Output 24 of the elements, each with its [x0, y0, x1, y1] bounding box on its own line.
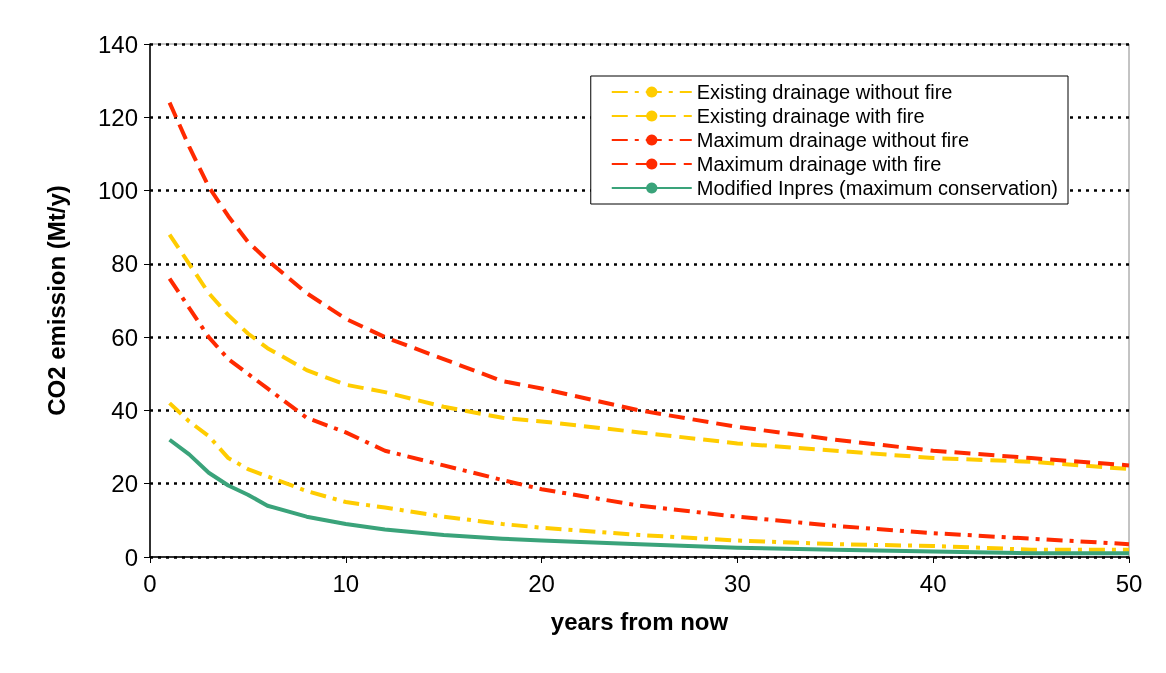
y-tick-label: 60 — [111, 323, 138, 351]
y-tick-label: 140 — [97, 30, 138, 58]
y-tick-label: 40 — [111, 396, 138, 424]
legend-label: Existing drainage with fire — [696, 105, 925, 127]
y-tick-label: 0 — [124, 543, 138, 571]
legend-label: Existing drainage without fire — [696, 81, 953, 103]
x-tick-label: 30 — [724, 569, 751, 597]
x-tick-label: 10 — [332, 569, 360, 597]
y-tick-label: 100 — [97, 177, 138, 205]
y-tick-label: 20 — [111, 470, 138, 498]
y-axis-title: CO2 emission (Mt/y) — [42, 185, 70, 416]
line-series — [167, 276, 1131, 547]
x-tick-label: 50 — [1115, 569, 1143, 597]
line-series — [167, 437, 1131, 556]
legend-label: Maximum drainage with fire — [696, 153, 942, 175]
y-tick-label: 120 — [97, 103, 138, 131]
x-tick-label: 40 — [919, 569, 947, 597]
legend-label: Maximum drainage without fire — [696, 129, 970, 151]
x-tick-label: 20 — [528, 569, 555, 597]
line-series — [167, 401, 1131, 552]
x-axis-title: years from now — [550, 607, 729, 635]
y-tick-label: 80 — [111, 250, 138, 278]
x-tick-label: 0 — [143, 569, 157, 597]
legend-label: Modified Inpres (maximum conservation) — [696, 177, 1059, 199]
